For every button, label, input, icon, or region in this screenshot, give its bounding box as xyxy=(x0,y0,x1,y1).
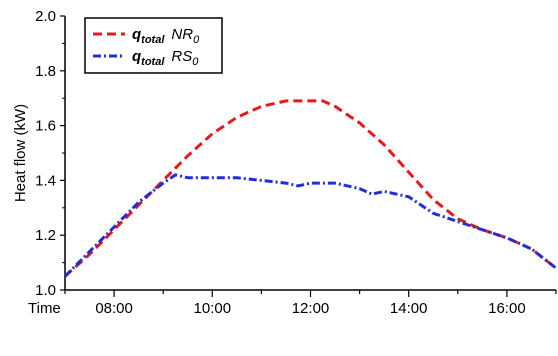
x-tick-label: 12:00 xyxy=(292,300,330,317)
x-axis-title: Time xyxy=(28,300,61,317)
y-tick-label: 1.2 xyxy=(35,227,56,244)
x-tick-label: 08:00 xyxy=(95,300,133,317)
legend-label-1: qtotal NR0 xyxy=(132,26,200,46)
series-line-1 xyxy=(64,99,557,278)
y-tick-label: 2.0 xyxy=(35,8,56,25)
tick-layer: 1.0 1.2 1.4 1.6 1.8 2.0 08:00 10:00 12:00 14:00 16… xyxy=(35,8,557,317)
y-tick-label: 1.6 xyxy=(35,118,56,135)
series-line-2 xyxy=(63,173,557,278)
y-tick-label: 1.8 xyxy=(35,63,56,80)
y-axis-title: Heat flow (kW) xyxy=(12,104,29,202)
y-tick-label: 1.0 xyxy=(35,282,56,299)
x-tick-label: 14:00 xyxy=(390,300,428,317)
series-layer xyxy=(63,99,557,278)
x-tick-label: 16:00 xyxy=(488,300,526,317)
legend-box xyxy=(84,17,223,74)
legend-label-2: qtotal RS0 xyxy=(132,48,199,68)
y-tick-label: 1.4 xyxy=(35,172,56,189)
x-tick-label: 10:00 xyxy=(194,300,232,317)
